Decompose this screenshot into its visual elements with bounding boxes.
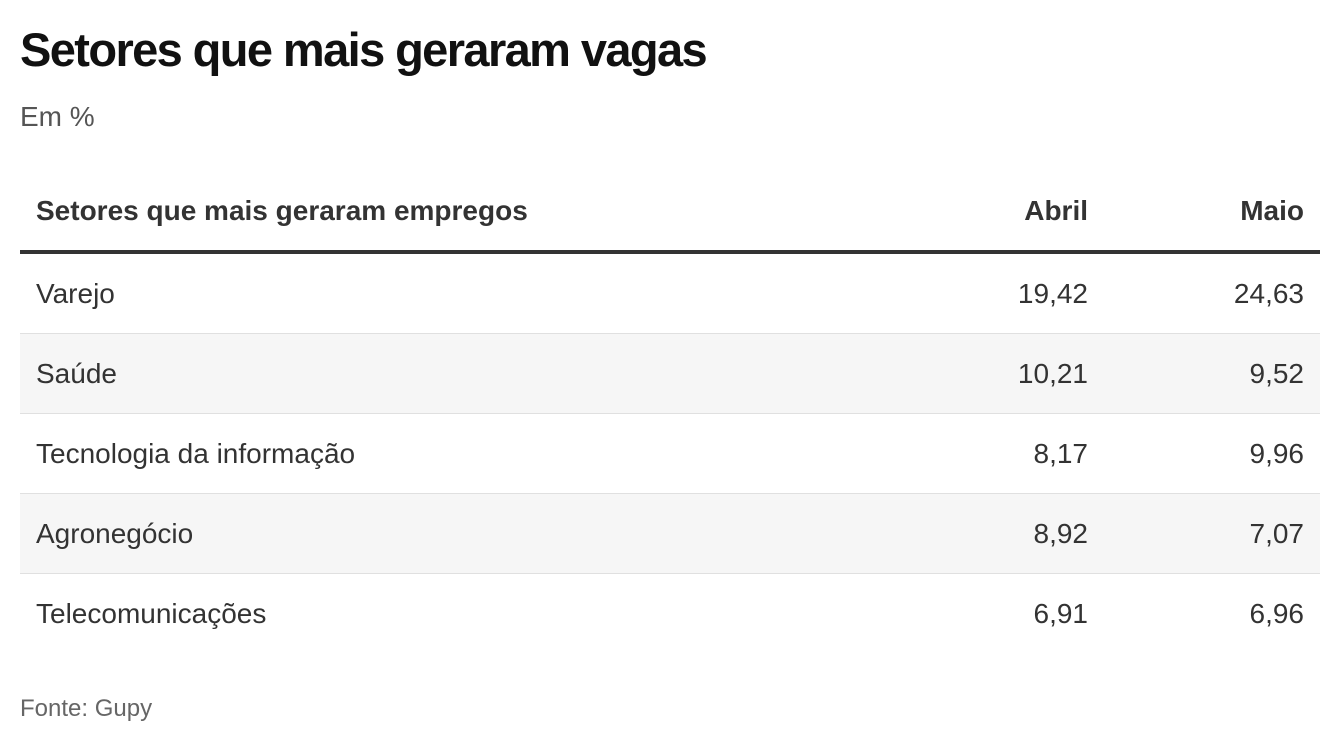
maio-value-cell: 7,07 [1104,493,1320,574]
table-row: Tecnologia da informação 8,17 9,96 [20,413,1320,494]
abril-value-cell: 19,42 [888,252,1104,334]
abril-value-cell: 8,17 [888,413,1104,494]
table-row: Saúde 10,21 9,52 [20,333,1320,414]
table-row: Agronegócio 8,92 7,07 [20,493,1320,574]
table-header-row: Setores que mais geraram empregos Abril … [20,172,1320,254]
sector-cell: Tecnologia da informação [20,413,888,494]
abril-value-cell: 10,21 [888,333,1104,414]
chart-subtitle: Em % [20,101,95,132]
column-header-maio: Maio [1104,172,1320,254]
maio-value-cell: 6,96 [1249,597,1305,629]
maio-value-cell: 9,52 [1104,333,1320,414]
column-header-sector: Setores que mais geraram empregos [20,172,888,254]
sector-cell: Saúde [20,333,888,414]
data-table: Setores que mais geraram empregos Abril … [20,172,1320,653]
column-header-abril: Abril [888,172,1104,254]
abril-value-cell: 8,92 [888,493,1104,574]
sector-cell: Varejo [20,252,888,334]
sector-cell: Agronegócio [20,493,888,574]
sector-cell: Telecomunicações [36,597,267,629]
maio-value-cell: 9,96 [1104,413,1320,494]
source-note: Fonte: Gupy [20,695,153,722]
table-row: Varejo 19,42 24,63 [20,252,1320,334]
chart-title: Setores que mais geraram vagas [20,23,708,76]
abril-value-cell: 6,91 [1033,597,1089,629]
table-row: Telecomunicações 6,91 6,96 [20,574,1320,654]
maio-value-cell: 24,63 [1104,252,1320,334]
